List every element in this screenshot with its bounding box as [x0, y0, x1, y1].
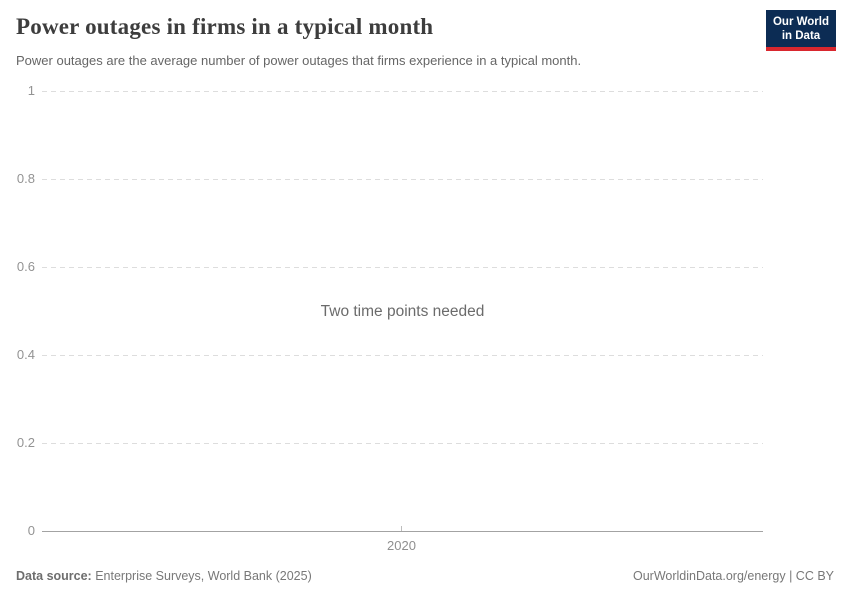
gridline-1.0	[42, 91, 763, 92]
page-title[interactable]: Power outages in firms in a typical mont…	[16, 14, 434, 39]
owid-logo-line2: in Data	[781, 30, 821, 42]
y-tick-label: 0.6	[16, 259, 35, 274]
y-tick-label: 1	[27, 83, 35, 98]
empty-state-message: Two time points needed	[320, 303, 485, 320]
data-source-value[interactable]: Enterprise Surveys, World Bank (2025)	[91, 569, 312, 583]
data-source-label: Data source:	[16, 569, 92, 583]
y-tick-label: 0.2	[16, 435, 35, 450]
credit-link[interactable]: OurWorldinData.org/energy | CC BY	[632, 569, 834, 583]
chart-footer: Data source: Enterprise Surveys, World B…	[16, 569, 834, 583]
x-tick-label: 2020	[387, 538, 416, 553]
x-tick-mark	[401, 526, 402, 531]
y-tick-label: 0.8	[16, 171, 35, 186]
gridline-0.8	[42, 179, 763, 180]
chart-subtitle: Power outages are the average number of …	[16, 53, 582, 68]
gridline-0.6	[42, 267, 763, 268]
y-tick-label: 0	[27, 523, 35, 538]
gridline-0.4	[42, 355, 763, 356]
data-source[interactable]: Data source: Enterprise Surveys, World B…	[16, 569, 312, 583]
gridline-0.2	[42, 443, 763, 444]
x-axis-line	[42, 531, 763, 532]
owid-logo-line1: Our World	[772, 16, 829, 28]
y-tick-label: 0.4	[16, 347, 35, 362]
owid-logo[interactable]: Our World in Data	[766, 10, 836, 51]
